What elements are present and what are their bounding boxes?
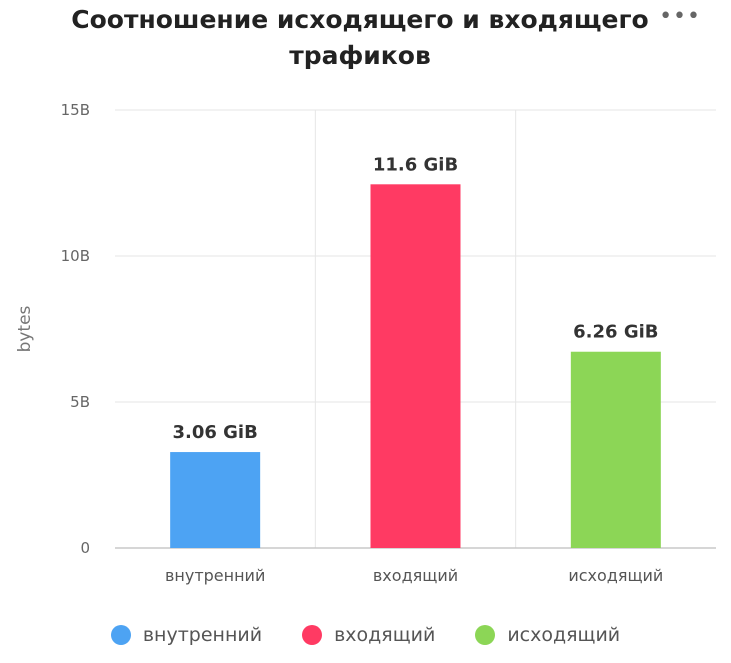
y-tick-label: 0 — [80, 539, 90, 557]
x-tick-label: внутренний — [165, 566, 265, 585]
bar — [170, 452, 261, 548]
x-tick-label: исходящий — [568, 566, 663, 585]
legend-dot-internal — [110, 625, 131, 645]
bar-chart-plot: 0 5B 10B 15B bytes 3.06 GiB внутренний 11.6 GiB… — [15, 101, 716, 585]
legend-dot-outgoing — [475, 625, 496, 645]
bar-data-label: 11.6 GiB — [373, 154, 458, 175]
y-tick-label: 15B — [61, 101, 90, 119]
more-horizontal-icon[interactable]: ••• — [659, 4, 701, 29]
chart-title: Соотношение исходящего и входящего трафи… — [71, 5, 649, 70]
bar-data-label: 3.06 GiB — [172, 422, 257, 443]
legend-label-outgoing: исходящий — [507, 624, 621, 646]
legend-item-outgoing[interactable]: исходящий — [475, 624, 620, 646]
legend-item-incoming[interactable]: входящий — [302, 624, 435, 646]
y-tick-label: 10B — [61, 247, 90, 265]
bar — [570, 351, 661, 548]
bar-data-label: 6.26 GiB — [573, 322, 658, 343]
legend-dot-incoming — [302, 625, 323, 645]
legend-label-incoming: входящий — [334, 624, 436, 646]
bar — [370, 184, 461, 548]
legend-item-internal[interactable]: внутренний — [110, 624, 263, 646]
legend-label-internal: внутренний — [142, 624, 263, 646]
chart-legend: внутренний входящий исходящий — [0, 617, 731, 653]
y-tick-label: 5B — [70, 393, 90, 411]
x-tick-label: входящий — [373, 566, 458, 585]
y-axis-label: bytes — [15, 305, 35, 352]
